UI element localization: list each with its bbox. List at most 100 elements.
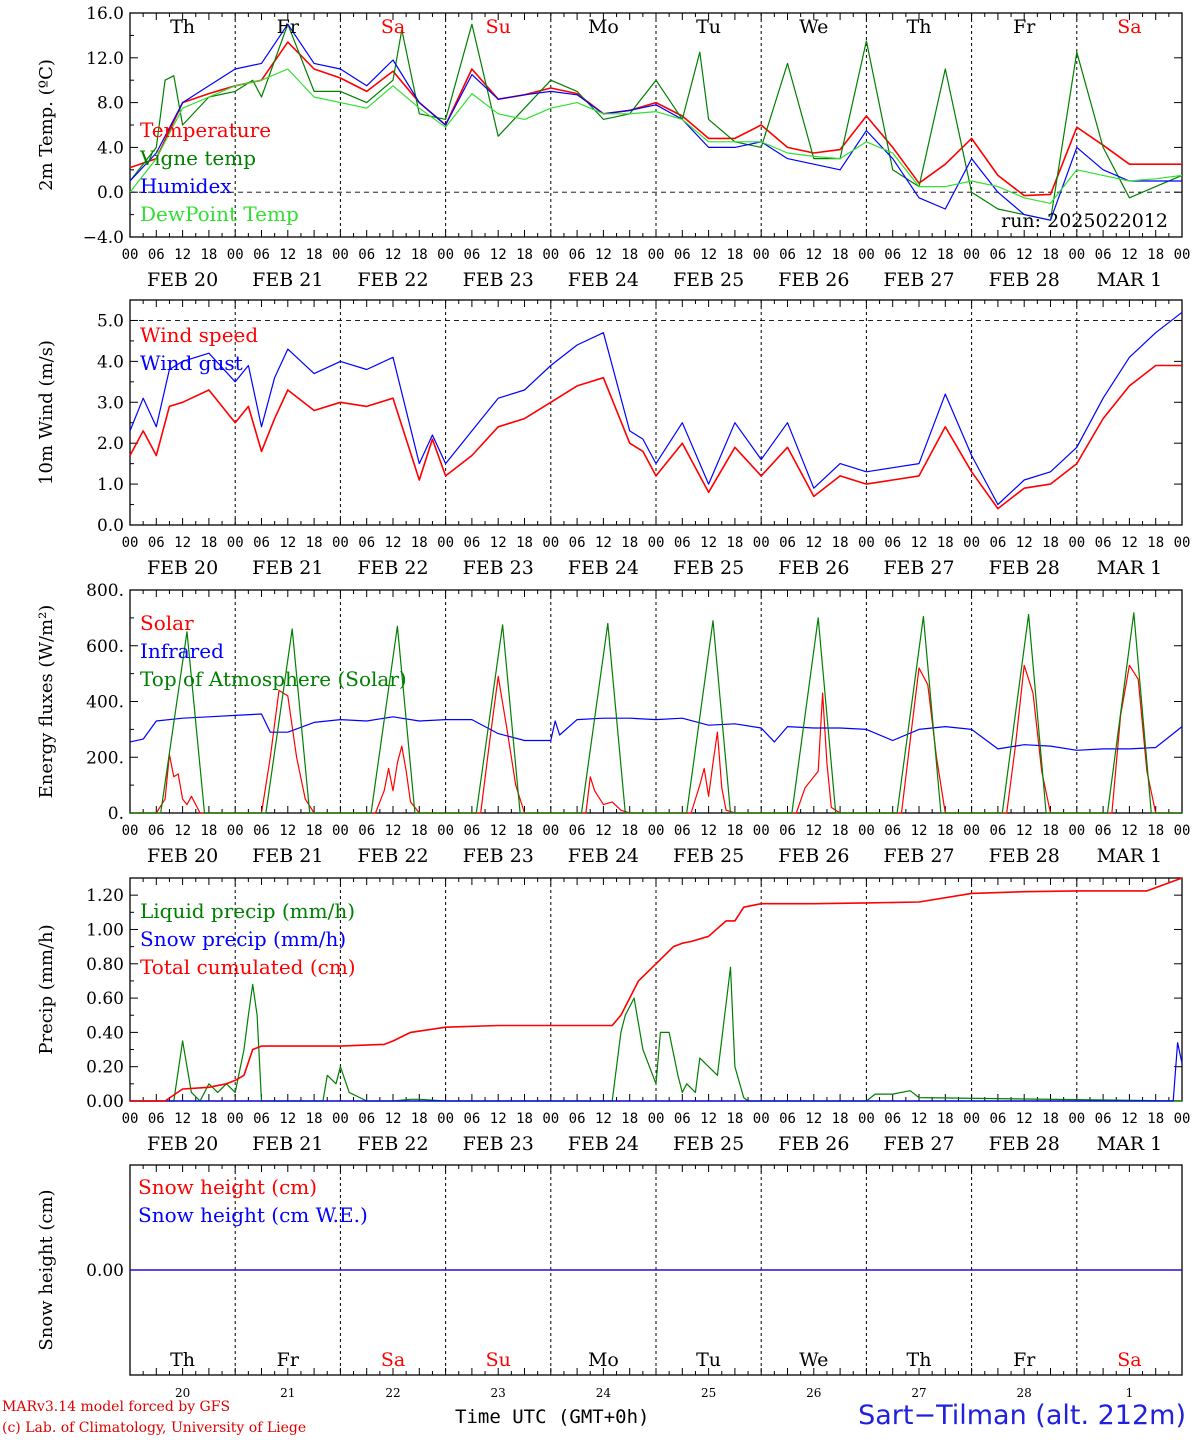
weekday-label-bottom: Fr: [1013, 1349, 1036, 1371]
hour-tick-label: 12: [595, 247, 612, 263]
weekday-label-bottom: Tu: [696, 1349, 721, 1371]
date-label: FEB 27: [883, 557, 954, 579]
hour-tick-label: 00: [753, 535, 770, 551]
hour-tick-label: 18: [832, 823, 849, 839]
y-tick-label: 0.0: [97, 516, 124, 536]
hour-tick-label: 12: [805, 247, 822, 263]
hour-tick-label: 00: [1174, 247, 1191, 263]
hour-tick-label: 06: [779, 1111, 796, 1127]
y-tick-label: 0.0: [97, 183, 124, 203]
weekday-label-top: Mo: [588, 16, 619, 38]
legend-entry: DewPoint Temp: [140, 202, 299, 226]
legend-entry: Total cumulated (cm): [140, 955, 356, 979]
hour-tick-label: 06: [884, 535, 901, 551]
hour-tick-label: 18: [1042, 823, 1059, 839]
panel-1: −4.0 0.0 4.0 8.0 12.0 16.0 2m Temp. (ºC) 00 06 12…: [36, 4, 1190, 291]
hour-tick-label: 18: [516, 535, 533, 551]
day-number-label: 22: [385, 1386, 400, 1400]
hour-tick-label: 06: [569, 535, 586, 551]
date-label: FEB 20: [147, 1133, 218, 1155]
y-tick-label: 0.00: [86, 1261, 124, 1281]
hour-tick-label: 12: [700, 247, 717, 263]
date-label: FEB 21: [252, 269, 323, 291]
hour-tick-label: 06: [989, 535, 1006, 551]
hour-tick-label: 18: [937, 247, 954, 263]
hour-tick-label: 00: [542, 1111, 559, 1127]
hour-tick-label: 06: [358, 1111, 375, 1127]
hour-tick-label: 06: [148, 247, 165, 263]
legend-entry: Solar: [140, 611, 194, 635]
hour-tick-label: 00: [437, 823, 454, 839]
hour-tick-label: 12: [1016, 535, 1033, 551]
hour-tick-label: 12: [700, 535, 717, 551]
hour-tick-label: 00: [1068, 1111, 1085, 1127]
date-label: FEB 23: [463, 269, 534, 291]
hour-tick-label: 18: [411, 1111, 428, 1127]
hour-tick-label: 00: [122, 535, 139, 551]
date-label: MAR 1: [1097, 269, 1163, 291]
hour-tick-label: 18: [306, 247, 323, 263]
hour-tick-label: 18: [1042, 1111, 1059, 1127]
panel-4: 0.00 0.20 0.40 0.60 0.80 1.00 1.20 Precip (mm/h…: [36, 877, 1191, 1155]
weekday-label-top: Sa: [1117, 16, 1141, 38]
hour-tick-label: 18: [306, 823, 323, 839]
hour-tick-label: 00: [1174, 823, 1191, 839]
hour-tick-label: 12: [911, 823, 928, 839]
hour-tick-label: 00: [332, 535, 349, 551]
station-name: Sart−Tilman (alt. 212m): [858, 1400, 1186, 1431]
date-label: FEB 26: [778, 269, 849, 291]
hour-tick-label: 00: [963, 247, 980, 263]
weekday-label-bottom: Sa: [1117, 1349, 1141, 1371]
date-label: FEB 23: [463, 1133, 534, 1155]
hour-tick-label: 12: [385, 535, 402, 551]
hour-tick-label: 00: [227, 535, 244, 551]
hour-tick-label: 06: [358, 247, 375, 263]
y-tick-label: 0.80: [86, 955, 124, 975]
date-label: FEB 25: [673, 1133, 744, 1155]
hour-tick-label: 00: [1174, 1111, 1191, 1127]
hour-tick-label: 06: [463, 247, 480, 263]
hour-tick-label: 12: [174, 535, 191, 551]
hour-tick-label: 06: [989, 823, 1006, 839]
hour-tick-label: 00: [1068, 535, 1085, 551]
hour-tick-label: 00: [227, 247, 244, 263]
hour-tick-label: 12: [279, 247, 296, 263]
date-label: FEB 24: [568, 845, 639, 867]
legend-entry: Snow height (cm W.E.): [138, 1203, 368, 1227]
date-label: FEB 21: [252, 557, 323, 579]
weekday-label-bottom: Su: [486, 1349, 511, 1371]
hour-tick-label: 18: [832, 247, 849, 263]
hour-tick-label: 18: [1147, 1111, 1164, 1127]
hour-tick-label: 18: [726, 1111, 743, 1127]
hour-tick-label: 12: [1016, 1111, 1033, 1127]
weekday-label-bottom: Th: [907, 1349, 932, 1371]
hour-tick-label: 12: [911, 535, 928, 551]
date-label: FEB 21: [252, 845, 323, 867]
day-number-label: 25: [701, 1386, 716, 1400]
hour-tick-label: 00: [648, 247, 665, 263]
hour-tick-label: 00: [437, 535, 454, 551]
y-tick-label: 0.40: [86, 1023, 124, 1043]
hour-tick-label: 12: [1121, 535, 1138, 551]
hour-tick-label: 06: [148, 823, 165, 839]
date-label: FEB 28: [989, 269, 1060, 291]
hour-tick-label: 12: [1121, 823, 1138, 839]
hour-tick-label: 06: [358, 535, 375, 551]
hour-tick-label: 12: [595, 1111, 612, 1127]
hour-tick-label: 00: [858, 535, 875, 551]
hour-tick-label: 06: [884, 1111, 901, 1127]
date-label: FEB 23: [463, 557, 534, 579]
date-label: FEB 24: [568, 269, 639, 291]
series-line-total-cumulated-cm-: [130, 877, 1183, 1102]
run-label: run: 2025022012: [1001, 210, 1168, 232]
date-label: FEB 22: [357, 1133, 428, 1155]
hour-tick-label: 18: [516, 823, 533, 839]
day-number-label: 1: [1126, 1386, 1134, 1400]
hour-tick-label: 18: [306, 1111, 323, 1127]
series-line-vigne-temp: [129, 23, 1183, 221]
hour-tick-label: 00: [1068, 823, 1085, 839]
day-number-label: 27: [911, 1386, 926, 1400]
hour-tick-label: 12: [805, 1111, 822, 1127]
y-tick-label: 0.00: [86, 1092, 124, 1112]
legend-entry: Wind gust: [140, 351, 243, 375]
